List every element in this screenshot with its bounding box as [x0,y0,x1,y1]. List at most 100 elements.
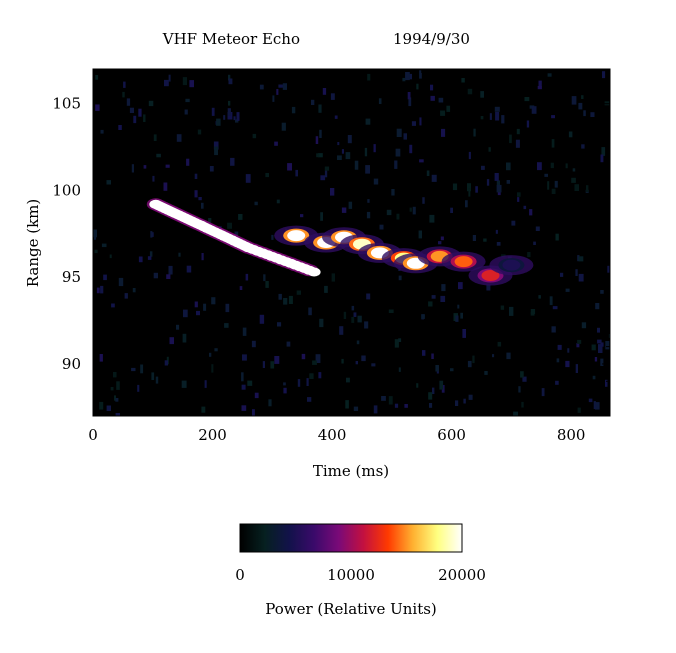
noise-speck [324,166,330,171]
noise-speck [118,277,124,287]
noise-speck [488,147,491,152]
noise-speck [113,372,117,378]
noise-speck [230,157,235,166]
noise-speck [388,396,393,405]
noise-speck [522,376,527,382]
colorbar-tick-label: 10000 [327,566,375,584]
noise-speck [198,197,202,201]
noise-speck [241,405,247,411]
noise-speck [213,141,219,150]
noise-speck [496,242,501,246]
noise-speck [345,152,351,160]
noise-speck [331,273,335,282]
noise-speck [225,303,230,313]
noise-speck [600,290,604,294]
noise-speck [341,358,344,364]
colorbar-tick-label: 20000 [438,566,486,584]
noise-speck [143,165,147,169]
colorbar [239,523,463,553]
noise-speck [492,354,495,358]
chart-title: VHF Meteor Echo [162,30,300,48]
noise-speck [551,326,556,333]
noise-speck [551,139,555,148]
x-axis: 0 200 400 600 800 [88,69,602,444]
noise-speck [184,109,188,115]
noise-speck [115,398,119,402]
noise-speck [118,125,122,130]
noise-speck [353,406,359,411]
noise-speck [131,164,134,173]
noise-speck [473,128,476,137]
noise-speck [592,375,596,380]
noise-speck [409,207,412,212]
noise-speck [149,251,153,257]
noise-speck [475,186,478,193]
noise-speck [138,256,143,263]
noise-speck [300,214,304,218]
noise-speck [99,354,103,362]
noise-speck [343,311,347,319]
noise-speck [480,91,484,98]
noise-speck [441,385,445,393]
y-tick-label: 90 [62,355,81,373]
noise-speck [516,128,520,135]
noise-speck [373,178,379,185]
noise-speck [583,110,586,117]
noise-speck [351,305,355,311]
noise-speck [95,75,99,80]
noise-speck [577,407,581,413]
noise-speck [419,159,424,163]
noise-speck [404,404,408,408]
colorbar-ticks: 0 10000 20000 [235,566,486,584]
noise-speck [129,107,134,113]
noise-speck [440,236,444,241]
noise-speck [353,312,357,317]
noise-speck [598,344,603,353]
x-tick-label: 600 [437,426,466,444]
noise-speck [124,293,128,299]
noise-speck [601,147,606,156]
noise-speck [398,275,402,281]
noise-speck [330,93,335,100]
noise-speck [185,98,190,103]
noise-speck [320,212,323,221]
noise-speck [552,306,558,310]
noise-speck [262,361,265,368]
x-tick-label: 200 [198,426,227,444]
noise-speck [422,197,425,204]
noise-speck [164,360,168,366]
noise-speck [408,73,412,80]
noise-speck [337,142,340,146]
noise-speck [122,91,125,98]
noise-speck [527,252,531,258]
noise-speck [547,181,550,190]
noise-speck [486,284,491,291]
noise-speck [93,229,97,238]
noise-speck [452,183,458,191]
noise-speck [265,173,269,178]
noise-speck [251,340,256,348]
noise-speck [318,153,323,158]
noise-speck [254,201,258,206]
noise-speck [602,71,606,79]
noise-speck [214,348,218,352]
noise-speck [600,342,604,347]
noise-speck [153,272,158,279]
noise-speck [153,134,157,141]
noise-speck [373,405,378,414]
noise-speck [394,160,398,169]
noise-speck [296,290,301,295]
noise-speck [211,297,216,305]
noise-speck [594,357,598,362]
noise-speck [391,189,395,196]
noise-speck [426,170,430,176]
noise-speck [151,372,155,380]
noise-speck [163,182,168,191]
x-tick-label: 800 [557,426,586,444]
noise-speck [211,364,214,373]
noise-speck [345,400,349,409]
noise-speck [347,135,352,144]
noise-speck [403,133,407,140]
noise-speck [291,106,296,114]
noise-speck [549,296,553,306]
